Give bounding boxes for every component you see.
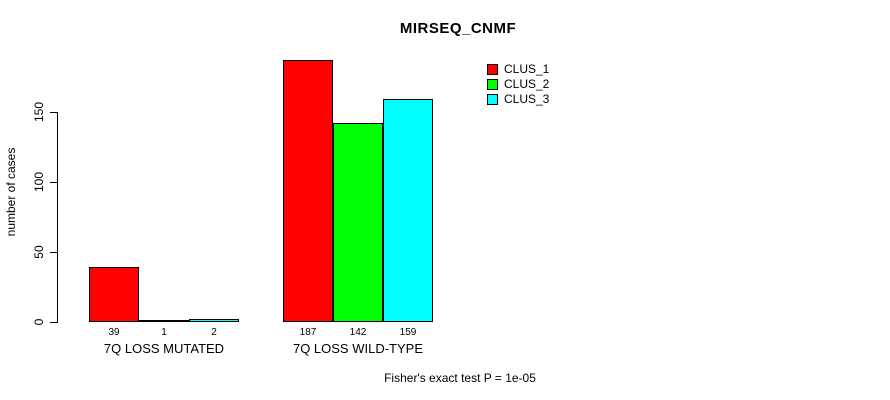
legend-row: CLUS_1 [487, 62, 549, 77]
y-tick-mark [50, 182, 57, 183]
bar [333, 123, 383, 322]
bar-value-label: 187 [299, 327, 317, 338]
legend-label: CLUS_3 [504, 92, 550, 106]
y-tick-label: 50 [32, 245, 46, 259]
y-tick-mark [50, 252, 57, 253]
bar-value-label: 1 [161, 327, 167, 338]
legend-swatch [487, 79, 498, 90]
y-axis-line [57, 112, 58, 323]
bar [283, 60, 333, 322]
bar [189, 319, 239, 322]
y-tick-label: 100 [32, 171, 46, 193]
bar-value-label: 159 [399, 327, 417, 338]
y-tick-label: 0 [32, 318, 46, 326]
group-axis-label: 7Q LOSS WILD-TYPE [292, 341, 424, 356]
y-axis-label: number of cases [4, 147, 18, 237]
legend-swatch [487, 64, 498, 75]
legend-swatch [487, 94, 498, 105]
y-tick-mark [50, 112, 57, 113]
bar [383, 99, 433, 322]
chart-title: MIRSEQ_CNMF [399, 20, 517, 37]
bar [89, 267, 139, 322]
bar [139, 320, 189, 322]
bar-value-label: 2 [211, 327, 217, 338]
y-tick-label: 150 [32, 101, 46, 123]
legend-label: CLUS_1 [504, 62, 550, 76]
legend-row: CLUS_2 [487, 77, 549, 92]
footnote: Fisher's exact test P = 1e-05 [384, 371, 536, 385]
legend-label: CLUS_2 [504, 77, 550, 91]
legend: CLUS_1 CLUS_2 CLUS_3 [487, 62, 549, 107]
group-axis-label: 7Q LOSS MUTATED [103, 341, 225, 356]
legend-row: CLUS_3 [487, 92, 549, 107]
bar-value-label: 142 [349, 327, 367, 338]
y-tick-mark [50, 322, 57, 323]
bar-value-label: 39 [108, 327, 120, 338]
